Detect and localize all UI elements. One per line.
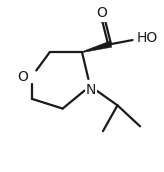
- Polygon shape: [82, 41, 112, 53]
- Text: O: O: [17, 70, 28, 84]
- Text: N: N: [86, 83, 96, 97]
- Text: O: O: [97, 7, 108, 20]
- Text: HO: HO: [137, 31, 158, 45]
